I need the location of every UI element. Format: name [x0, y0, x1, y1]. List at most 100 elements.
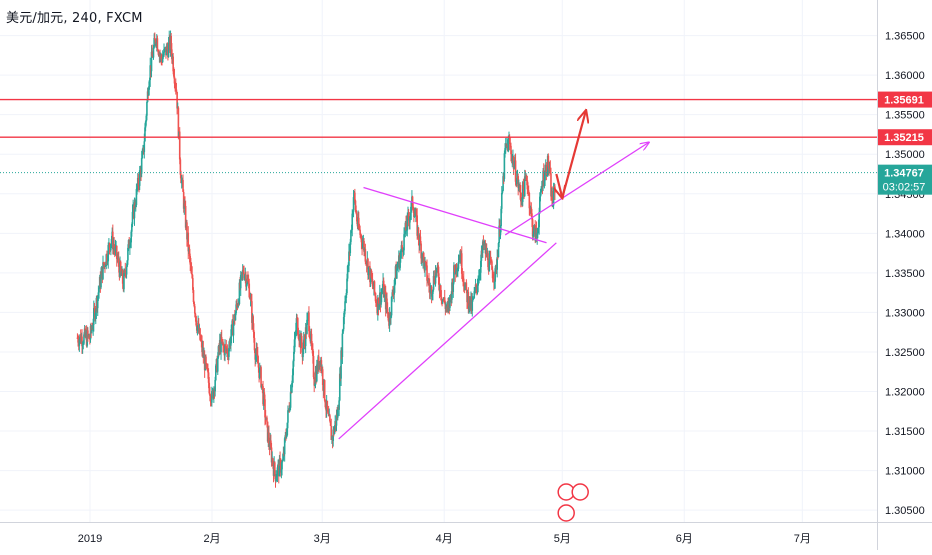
candle-body	[392, 294, 395, 296]
candle-body	[429, 289, 432, 292]
candle-body	[358, 227, 361, 230]
candle-body	[403, 233, 406, 235]
candle-body	[517, 176, 519, 189]
candle-body	[540, 191, 542, 193]
candle-body	[351, 213, 354, 230]
candle-body	[292, 361, 295, 376]
candle-body	[182, 179, 184, 192]
candle-body	[488, 258, 491, 272]
candle-body	[546, 175, 548, 177]
candle-body	[502, 176, 504, 191]
candle-body	[522, 182, 525, 190]
candle-body	[245, 284, 248, 287]
candle-body	[253, 337, 256, 351]
candle-body	[312, 355, 315, 378]
candle-body	[82, 343, 85, 345]
x-tick-label: 4月	[436, 533, 453, 545]
candle-body	[536, 232, 539, 238]
candle-body	[238, 282, 241, 304]
price-level-tag	[878, 91, 932, 108]
candle-body	[102, 262, 104, 279]
candle-body	[291, 383, 293, 393]
candle-body	[375, 296, 377, 303]
candle-body	[145, 115, 148, 122]
candle-body	[152, 47, 155, 58]
candle-body	[491, 261, 493, 270]
candle-body	[226, 349, 229, 356]
candle-body	[285, 435, 288, 437]
candle-body	[530, 207, 533, 214]
forecast-arrow[interactable]	[556, 173, 562, 198]
candle-body	[294, 334, 296, 340]
candle-body	[131, 211, 134, 225]
candle-body	[211, 391, 213, 403]
trend-line[interactable]	[504, 142, 649, 236]
candle-body	[324, 400, 327, 408]
last-price-tag	[878, 164, 932, 195]
y-tick-label: 1.32000	[885, 387, 925, 399]
candle-body	[146, 101, 148, 116]
candle-body	[89, 326, 92, 340]
candle-body	[104, 265, 107, 267]
candle-body	[540, 185, 543, 192]
candle-body	[342, 329, 344, 334]
candle-body	[276, 475, 278, 478]
candle-body	[180, 180, 183, 184]
candle-body	[367, 267, 370, 276]
candle-body	[390, 315, 392, 319]
candle-body	[293, 351, 295, 362]
candle-body	[492, 278, 495, 280]
candle-body	[209, 395, 212, 402]
candle-body	[327, 409, 329, 412]
candle-body	[493, 281, 496, 283]
candle-body	[97, 292, 100, 297]
candle-body	[494, 268, 497, 282]
candle-body	[119, 261, 122, 271]
candle-body	[430, 286, 433, 297]
trend-line[interactable]	[363, 186, 547, 244]
candle-body	[496, 257, 498, 270]
candle-body	[357, 217, 360, 228]
candle-body	[194, 313, 197, 317]
candle-body	[365, 261, 367, 264]
candle-body	[346, 278, 348, 293]
candle-body	[479, 260, 482, 273]
candle-body	[247, 281, 250, 284]
economic-event-icon[interactable]	[571, 483, 589, 501]
candle-body	[399, 256, 401, 268]
candle-body	[217, 346, 220, 358]
candle-body	[500, 208, 502, 227]
candle-body	[431, 293, 434, 297]
candle-body	[537, 227, 540, 232]
trend-line[interactable]	[338, 242, 557, 440]
candle-body	[124, 269, 127, 274]
candle-body	[173, 71, 175, 77]
candle-body	[266, 417, 268, 422]
candle-body	[400, 245, 403, 252]
candle-body	[256, 349, 258, 355]
candle-body	[310, 333, 313, 346]
candle-body	[188, 248, 191, 256]
candle-body	[544, 170, 546, 181]
candle-body	[295, 330, 297, 335]
candle-body	[410, 202, 413, 213]
candle-body	[401, 247, 404, 253]
candle-body	[88, 334, 91, 339]
candle-body	[117, 258, 120, 267]
candle-body	[83, 334, 85, 344]
candle-body	[509, 143, 512, 146]
candle-body	[424, 261, 426, 271]
forecast-arrow[interactable]	[561, 111, 586, 199]
candle-body	[192, 290, 195, 303]
candle-body	[478, 275, 481, 277]
candle-body	[206, 364, 209, 370]
candle-body	[141, 152, 144, 159]
candle-body	[352, 211, 354, 214]
candle-body	[352, 197, 355, 212]
candle-body	[340, 350, 342, 379]
economic-event-icon[interactable]	[557, 504, 575, 522]
candle-body	[92, 324, 94, 330]
candle-body	[266, 421, 269, 442]
